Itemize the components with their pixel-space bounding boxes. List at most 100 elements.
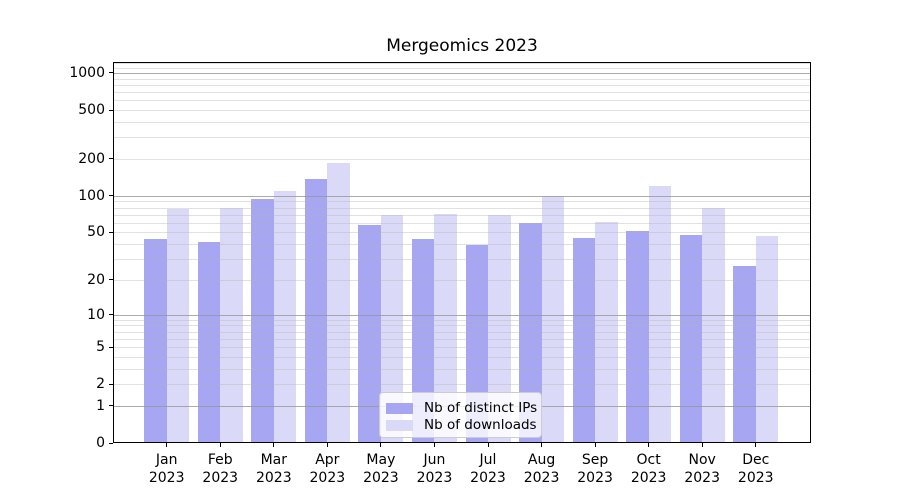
x-tick-year: 2023 [737, 470, 774, 486]
x-tick-label-apr: Apr 2023 [287, 451, 367, 487]
bar-ips-oct [626, 231, 649, 443]
legend-swatch-downloads [386, 420, 413, 431]
y-tick-label-2: 2 [96, 376, 105, 393]
gridline-major-10 [113, 314, 811, 316]
gridline-minor-3 [113, 368, 811, 370]
bar-ips-aug [519, 222, 542, 443]
gridline-minor-7 [113, 331, 811, 333]
x-tick-year: 2023 [577, 470, 613, 486]
x-tick-nov [701, 443, 703, 447]
x-tick-feb [219, 443, 221, 447]
gridline-minor-70 [113, 214, 811, 216]
x-tick-month: Feb [207, 452, 233, 468]
x-tick-month: Nov [688, 452, 716, 468]
y-tick-100 [109, 195, 113, 197]
x-tick-label-jun: Jun 2023 [394, 451, 474, 487]
gridline-minor-900 [113, 78, 811, 80]
y-tick-label-100: 100 [78, 187, 105, 204]
y-tick-label-10: 10 [87, 306, 105, 323]
x-tick-year: 2023 [255, 470, 292, 486]
x-tick-label-feb: Feb 2023 [180, 451, 260, 487]
x-tick-label-dec: Dec 2023 [716, 451, 796, 487]
gridline-minor-90 [113, 201, 811, 203]
x-tick-label-oct: Oct 2023 [609, 451, 689, 487]
x-tick-month: Aug [527, 452, 556, 468]
bar-ips-dec [733, 266, 756, 443]
x-tick-sep [594, 443, 596, 447]
chart-legend: Nb of distinct IPs Nb of downloads [379, 392, 542, 438]
y-tick-1000 [109, 72, 113, 74]
x-tick-month: Oct [636, 452, 661, 468]
x-tick-label-nov: Nov 2023 [662, 451, 742, 487]
x-tick-year: 2023 [416, 470, 453, 486]
gridline-minor-2 [113, 384, 811, 386]
x-tick-mar [273, 443, 275, 447]
legend-entry-distinct-ips: Nb of distinct IPs [386, 400, 541, 417]
x-tick-oct [648, 443, 650, 447]
legend-label-distinct-ips: Nb of distinct IPs [424, 400, 538, 416]
gridline-minor-8 [113, 325, 811, 327]
gridline-minor-50 [113, 232, 811, 234]
x-tick-year: 2023 [363, 470, 399, 486]
bar-ips-feb [197, 241, 221, 443]
gridline-minor-20 [113, 279, 811, 281]
x-tick-year: 2023 [309, 470, 346, 486]
bars-layer [113, 62, 811, 443]
x-tick-month: Jun [423, 452, 446, 468]
gridline-minor-500 [113, 110, 811, 112]
x-tick-month: Jan [155, 452, 178, 468]
x-tick-label-sep: Sep 2023 [555, 451, 635, 487]
x-tick-month: Jul [479, 452, 497, 468]
x-tick-month: Sep [581, 452, 609, 468]
bar-downloads-jul [488, 214, 511, 443]
y-tick-500 [109, 109, 113, 111]
bar-downloads-mar [273, 190, 297, 443]
x-tick-apr [326, 443, 328, 447]
y-tick-0 [109, 442, 113, 444]
y-tick-200 [109, 158, 113, 160]
gridline-minor-9 [113, 319, 811, 321]
bar-downloads-feb [220, 207, 243, 443]
y-tick-1 [109, 405, 113, 407]
y-tick-50 [109, 231, 113, 233]
gridline-major-1000 [113, 72, 811, 74]
bar-downloads-sep [595, 221, 618, 443]
gridline-minor-1200 [113, 63, 811, 65]
gridline-minor-800 [113, 84, 811, 86]
gridline-minor-700 [113, 92, 811, 94]
y-tick-label-1000: 1000 [69, 64, 105, 81]
y-tick-label-50: 50 [87, 224, 105, 241]
legend-entry-downloads: Nb of downloads [386, 417, 541, 434]
y-tick-label-500: 500 [78, 102, 105, 119]
bar-ips-may [358, 224, 381, 443]
bar-downloads-apr [327, 163, 350, 443]
gridline-minor-400 [113, 121, 811, 123]
x-tick-month: May [366, 452, 396, 468]
x-tick-month: Mar [260, 452, 287, 468]
x-tick-jul [487, 443, 489, 447]
gridline-minor-200 [113, 158, 811, 160]
y-tick-label-1: 1 [96, 397, 105, 414]
x-tick-label-mar: Mar 2023 [234, 451, 314, 487]
bar-downloads-dec [755, 235, 779, 443]
gridline-minor-600 [113, 100, 811, 102]
x-tick-month: Apr [315, 452, 340, 468]
x-tick-aug [541, 443, 543, 447]
gridline-minor-1100 [113, 67, 811, 69]
gridline-minor-40 [113, 244, 811, 246]
x-tick-year: 2023 [470, 470, 506, 486]
plot-area: Nb of distinct IPs Nb of downloads [113, 62, 811, 443]
bar-ips-nov [679, 234, 703, 443]
y-tick-label-5: 5 [96, 339, 105, 356]
y-tick-20 [109, 279, 113, 281]
y-tick-label-200: 200 [78, 150, 105, 167]
gridlines-layer [113, 62, 811, 443]
bar-downloads-jun [434, 213, 457, 443]
x-tick-label-jul: Jul 2023 [448, 451, 528, 487]
x-tick-year: 2023 [148, 470, 185, 486]
gridline-minor-4 [113, 356, 811, 358]
y-tick-label-0: 0 [96, 435, 105, 451]
bar-downloads-nov [702, 207, 725, 443]
legend-label-downloads: Nb of downloads [424, 417, 537, 433]
